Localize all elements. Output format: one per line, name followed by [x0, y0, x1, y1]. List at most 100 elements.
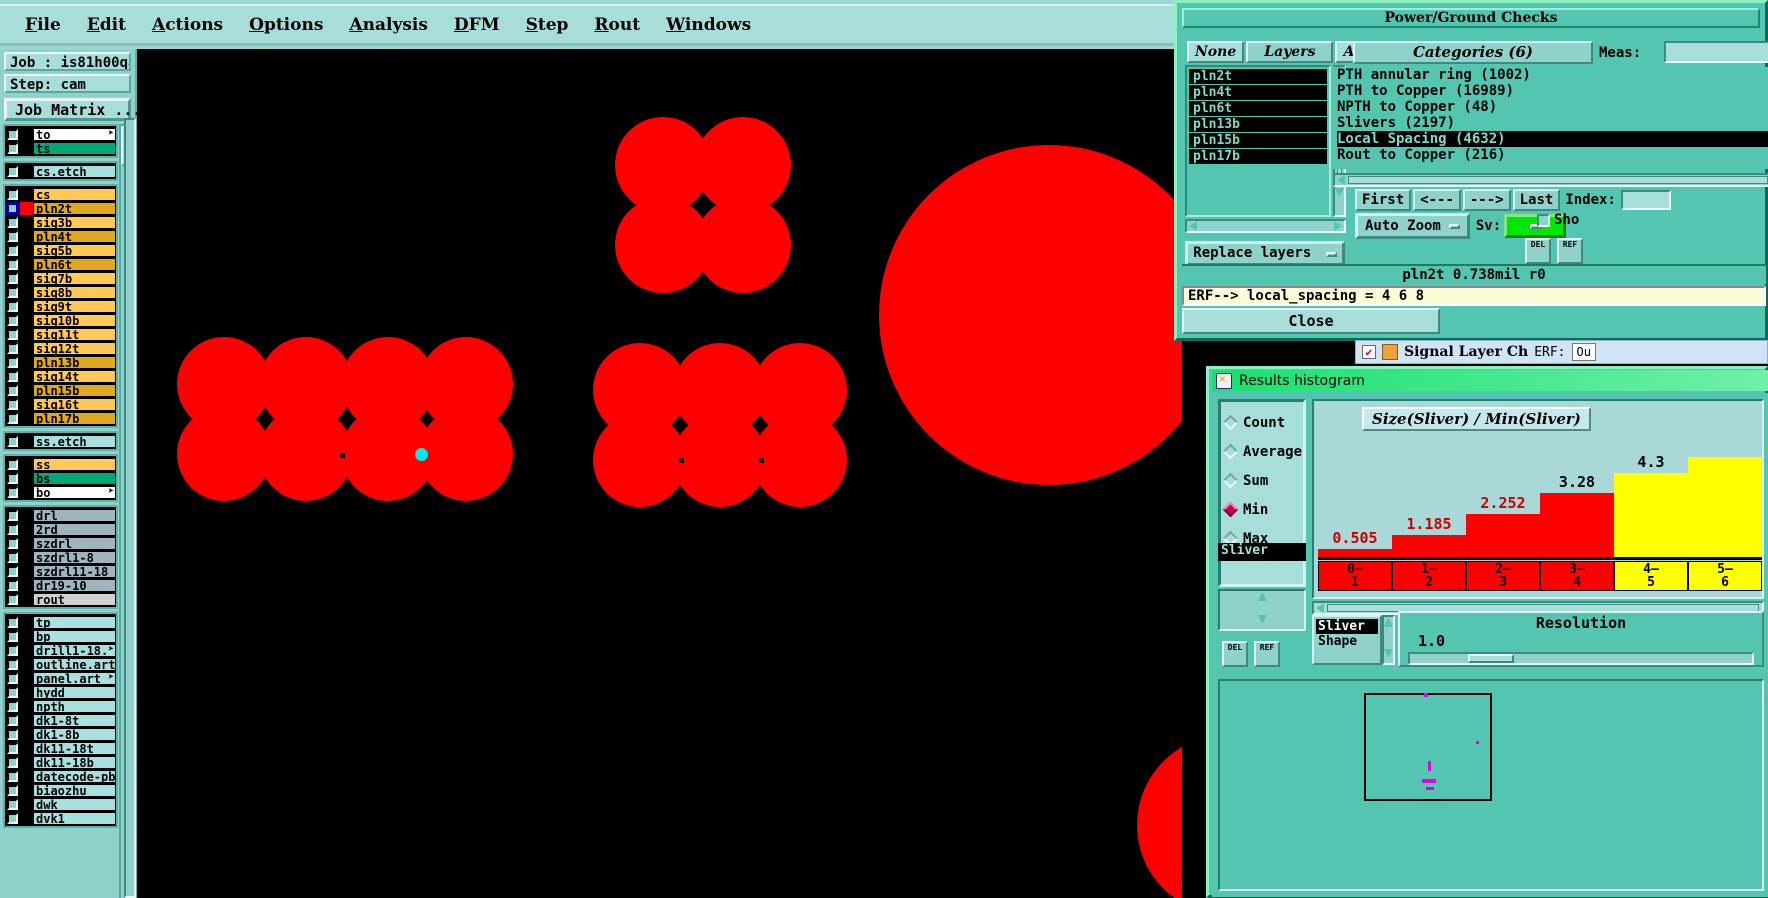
menu-item-dfm[interactable]: DFM [453, 14, 500, 35]
pg-layer-item-pln4t[interactable]: pln4t [1189, 85, 1327, 100]
chart-x-tick[interactable]: 2– 3 [1466, 561, 1540, 591]
pg-first-button[interactable]: First [1355, 189, 1412, 211]
layer-color-swatch[interactable] [20, 657, 33, 671]
radio-diamond-icon[interactable] [1222, 472, 1239, 489]
layer-visibility-checkbox[interactable] [7, 165, 18, 177]
sliver-shape-scrollbar[interactable] [1382, 615, 1395, 665]
layer-name-label[interactable]: bs [33, 471, 116, 485]
pg-category-item[interactable]: NPTH to Copper (48) [1337, 99, 1498, 115]
layer-name-label[interactable]: hydd [33, 685, 116, 699]
layer-row-ts[interactable]: ts [5, 141, 116, 155]
layer-row-bp[interactable]: bp [5, 629, 116, 643]
layer-color-swatch[interactable] [20, 485, 33, 499]
layer-row-hydd[interactable]: hydd [5, 685, 116, 699]
layer-name-label[interactable]: szdrl1-8 [33, 550, 116, 564]
layer-row-dvk1[interactable]: dvk1 [5, 811, 116, 825]
layer-name-label[interactable]: tp [33, 615, 116, 629]
scrollbar-thumb[interactable] [1348, 176, 1768, 184]
layer-name-label[interactable]: pln6t [33, 257, 116, 271]
pg-layer-item-pln6t[interactable]: pln6t [1189, 101, 1327, 116]
layer-visibility-checkbox[interactable] [7, 812, 18, 824]
layer-visibility-checkbox[interactable] [7, 142, 18, 154]
layer-name-label[interactable]: dk1-8t [33, 713, 116, 727]
layer-color-swatch[interactable] [20, 299, 33, 313]
layer-color-swatch[interactable] [20, 629, 33, 643]
signal-out-field[interactable]: Ou [1571, 343, 1596, 361]
layer-name-label[interactable]: datecode-pb [33, 769, 116, 783]
layer-row-ss[interactable]: ss [5, 457, 116, 471]
layer-row-drill1-18.[interactable]: drill1-18. [5, 643, 116, 657]
pg-prev-button[interactable]: <--- [1413, 189, 1461, 211]
stat-option-average[interactable]: Average [1222, 437, 1302, 466]
pg-none-button[interactable]: None [1187, 41, 1245, 63]
layer-row-dwk[interactable]: dwk [5, 797, 116, 811]
layer-visibility-checkbox[interactable] [7, 616, 18, 628]
layer-color-swatch[interactable] [20, 755, 33, 769]
layer-visibility-checkbox[interactable] [7, 658, 18, 670]
menu-item-options[interactable]: Options [249, 14, 324, 35]
layer-visibility-checkbox[interactable] [7, 593, 18, 605]
scroll-down-arrow-icon[interactable] [1335, 188, 1344, 197]
chart-x-tick[interactable]: 0– 1 [1318, 561, 1392, 591]
layer-color-swatch[interactable] [20, 564, 33, 578]
layer-visibility-checkbox[interactable] [7, 314, 18, 326]
layer-name-label[interactable]: sig10b [33, 313, 116, 327]
pg-sv-color-swatch[interactable] [1504, 214, 1567, 238]
layer-visibility-checkbox[interactable] [7, 286, 18, 298]
scroll-up-arrow-icon[interactable] [1257, 592, 1267, 601]
pg-auto-zoom-dropdown[interactable]: Auto Zoom [1355, 213, 1470, 239]
layer-row-sig10b[interactable]: sig10b [5, 313, 116, 327]
chart-x-tick[interactable]: 4– 5 [1614, 561, 1688, 591]
layer-row-rout[interactable]: rout [5, 592, 116, 606]
pg-category-item[interactable]: Rout to Copper (216) [1337, 147, 1506, 163]
pg-layer-list[interactable]: pln2t pln4t pln6t pln13b pln15b pln17b [1185, 65, 1331, 217]
layer-name-label[interactable]: pln17b [33, 411, 116, 425]
layer-name-label[interactable]: sig9t [33, 299, 116, 313]
pg-categories-hscrollbar[interactable] [1333, 173, 1768, 187]
layer-color-swatch[interactable] [20, 550, 33, 564]
layer-row-biaozhu[interactable]: biaozhu [5, 783, 116, 797]
layer-visibility-checkbox[interactable] [7, 370, 18, 382]
layer-name-label[interactable]: dvk1 [33, 811, 116, 825]
pg-close-button[interactable]: Close [1182, 308, 1440, 334]
layer-name-label[interactable]: ss.etch [33, 434, 116, 448]
layer-visibility-checkbox[interactable] [7, 486, 18, 498]
layer-row-cs[interactable]: cs [5, 187, 116, 201]
histogram-ref-button[interactable]: REF [1254, 641, 1280, 667]
layer-name-label[interactable]: dr19-10 [33, 578, 116, 592]
menu-item-analysis[interactable]: Analysis [349, 14, 428, 35]
layer-color-swatch[interactable] [20, 615, 33, 629]
layer-row-szdrl1-8[interactable]: szdrl1-8 [5, 550, 116, 564]
pg-layers-button[interactable]: Layers [1246, 41, 1334, 63]
layer-row-dk11-18b[interactable]: dk11-18b [5, 755, 116, 769]
layer-color-swatch[interactable] [20, 201, 33, 215]
chart-x-tick[interactable]: 1– 2 [1392, 561, 1466, 591]
pg-meas-field[interactable] [1664, 41, 1768, 63]
layer-color-swatch[interactable] [20, 369, 33, 383]
layer-visibility-checkbox[interactable] [7, 342, 18, 354]
layer-visibility-checkbox[interactable] [7, 523, 18, 535]
statistic-list-scrollbar[interactable] [1218, 589, 1306, 631]
chart-bar[interactable]: 4.3 [1613, 441, 1688, 559]
menu-item-actions[interactable]: Actions [151, 14, 224, 35]
selected-defect-marker[interactable] [415, 448, 428, 461]
layer-row-dk1-8b[interactable]: dk1-8b [5, 727, 116, 741]
layer-visibility-checkbox[interactable] [7, 258, 18, 270]
layer-name-label[interactable]: sig11t [33, 327, 116, 341]
layer-color-swatch[interactable] [20, 671, 33, 685]
pcb-canvas[interactable] [137, 49, 1182, 898]
pg-category-item[interactable]: PTH to Copper (16989) [1337, 83, 1515, 99]
layer-name-label[interactable]: sig8b [33, 285, 116, 299]
layer-row-pln6t[interactable]: pln6t [5, 257, 116, 271]
layer-row-sig14t[interactable]: sig14t [5, 369, 116, 383]
layer-name-label[interactable]: sig12t [33, 341, 116, 355]
layer-name-label[interactable]: pln15b [33, 383, 116, 397]
layer-visibility-checkbox[interactable] [7, 756, 18, 768]
layer-name-label[interactable]: to [33, 127, 116, 141]
layer-color-swatch[interactable] [20, 592, 33, 606]
radio-diamond-icon[interactable] [1222, 501, 1239, 518]
layer-color-swatch[interactable] [20, 341, 33, 355]
layer-row-dk11-18t[interactable]: dk11-18t [5, 741, 116, 755]
layer-color-swatch[interactable] [20, 811, 33, 825]
layer-visibility-checkbox[interactable] [7, 644, 18, 656]
